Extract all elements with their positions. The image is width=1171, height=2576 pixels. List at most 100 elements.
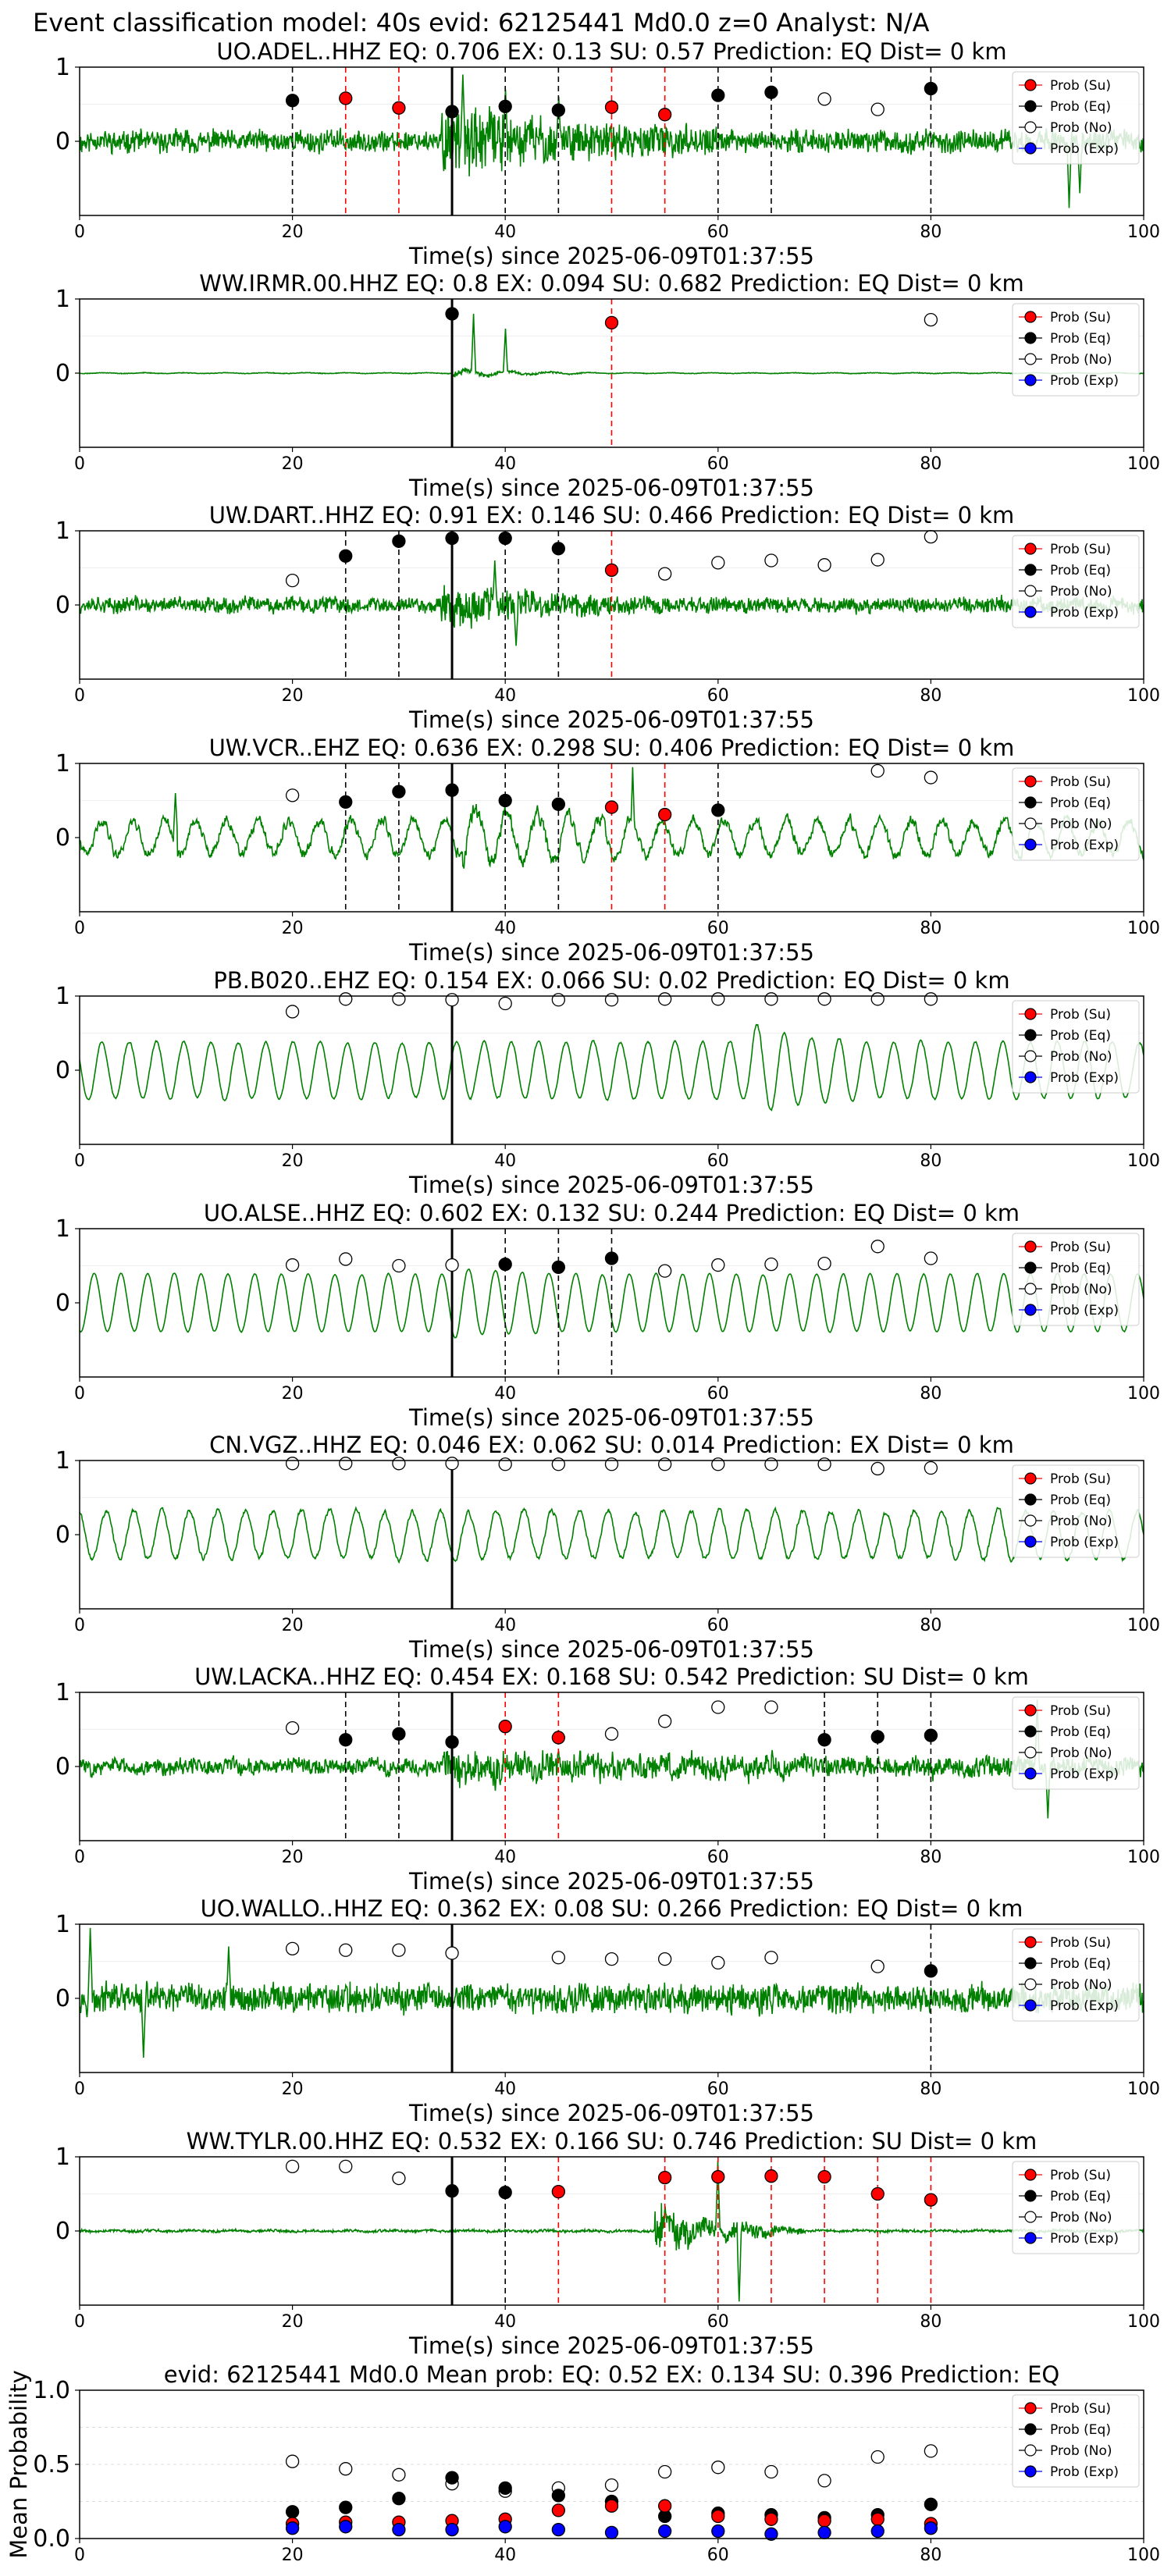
x-tick-label: 100 xyxy=(1127,686,1160,706)
legend-box xyxy=(1012,1928,1140,2022)
prob-point-no xyxy=(711,2460,725,2475)
legend-marker-no xyxy=(1024,2211,1037,2223)
waveform-trace xyxy=(80,1506,1144,1564)
x-tick-label: 0 xyxy=(74,2312,85,2332)
legend-marker-eq xyxy=(1024,1493,1037,1506)
chart-panel-7: CN.VGZ..HHZ EQ: 0.046 EX: 0.062 SU: 0.01… xyxy=(55,1432,1160,1663)
prob-point-eq xyxy=(392,534,406,548)
prob-point-no xyxy=(285,574,300,588)
figure-suptitle: Event classification model: 40s evid: 62… xyxy=(33,8,930,37)
x-axis-label: Time(s) since 2025-06-09T01:37:55 xyxy=(408,706,814,733)
x-tick-label: 40 xyxy=(494,1151,516,1171)
prob-point-su xyxy=(604,800,619,814)
prob-point-no xyxy=(551,1457,565,1471)
prob-point-no xyxy=(285,1457,300,1471)
prob-point-exp xyxy=(445,2522,459,2537)
prob-point-no xyxy=(711,1700,725,1714)
prob-point-no xyxy=(870,2450,884,2464)
legend-label-no: Prob (No) xyxy=(1050,1049,1112,1065)
prob-point-su xyxy=(764,2512,778,2526)
x-tick-label: 60 xyxy=(707,919,729,938)
legend-label-exp: Prob (Exp) xyxy=(1050,1070,1119,1086)
panel-title: CN.VGZ..HHZ EQ: 0.046 EX: 0.062 SU: 0.01… xyxy=(209,1432,1014,1458)
legend-marker-eq xyxy=(1024,2190,1037,2202)
prob-point-eq xyxy=(551,1260,565,1275)
prob-point-eq xyxy=(924,2497,938,2511)
prob-point-eq xyxy=(445,105,459,119)
x-axis-label: Time(s) since 2025-06-09T01:37:55 xyxy=(408,2100,814,2126)
legend-marker-su xyxy=(1024,543,1037,555)
prob-point-eq xyxy=(551,542,565,556)
legend: Prob (Su) Prob (Eq) Prob (No) Prob (Exp) xyxy=(1012,1928,1140,2022)
legend-label-no: Prob (No) xyxy=(1050,2443,1112,2459)
x-tick-label: 40 xyxy=(494,222,516,242)
x-tick-label: 80 xyxy=(920,454,941,474)
prob-point-eq xyxy=(392,1727,406,1741)
panel-title: UO.ADEL..HHZ EQ: 0.706 EX: 0.13 SU: 0.57… xyxy=(216,38,1006,65)
prob-point-no xyxy=(551,993,565,1007)
legend-label-su: Prob (Su) xyxy=(1050,310,1111,326)
chart-panel-3: UW.DART..HHZ EQ: 0.91 EX: 0.146 SU: 0.46… xyxy=(55,502,1160,733)
prob-point-no xyxy=(604,1952,619,1966)
legend-label-su: Prob (Su) xyxy=(1050,1240,1111,1255)
chart-panel-6: UO.ALSE..HHZ EQ: 0.602 EX: 0.132 SU: 0.2… xyxy=(55,1200,1160,1431)
legend-marker-no xyxy=(1024,1514,1037,1527)
prob-point-eq xyxy=(817,1733,831,1747)
prob-point-no xyxy=(924,1251,938,1265)
prob-point-su xyxy=(711,2169,725,2184)
prob-point-eq xyxy=(924,81,938,96)
prob-point-no xyxy=(445,1457,459,1471)
prob-point-no xyxy=(870,1461,884,1476)
legend-label-exp: Prob (Exp) xyxy=(1050,1998,1119,2014)
prob-point-exp xyxy=(551,2522,565,2537)
prob-point-no xyxy=(658,992,672,1006)
prob-point-no xyxy=(445,993,459,1007)
prob-point-no xyxy=(924,770,938,785)
prob-point-no xyxy=(604,2478,619,2492)
x-tick-label: 100 xyxy=(1127,2080,1160,2099)
x-tick-label: 60 xyxy=(707,1384,729,1404)
x-tick-label: 0 xyxy=(74,454,85,474)
prob-point-eq xyxy=(498,2481,512,2496)
prob-point-no xyxy=(339,1457,353,1471)
prob-point-no xyxy=(285,1941,300,1956)
legend-marker-exp xyxy=(1024,1304,1037,1316)
x-tick-label: 0 xyxy=(74,1384,85,1404)
x-tick-label: 40 xyxy=(494,1616,516,1635)
x-tick-label: 80 xyxy=(920,1616,941,1635)
prob-point-no xyxy=(764,1700,778,1714)
legend-marker-exp xyxy=(1024,1999,1037,2012)
legend-label-su: Prob (Su) xyxy=(1050,78,1111,94)
prob-point-su xyxy=(604,315,619,330)
prob-point-su xyxy=(924,2193,938,2207)
x-axis-label: Time(s) since 2025-06-09T01:37:55 xyxy=(408,1636,814,1663)
legend-marker-exp xyxy=(1024,838,1037,851)
y-tick-label: 0 xyxy=(55,1521,70,1549)
legend-box xyxy=(1012,1696,1140,1790)
x-tick-label: 20 xyxy=(282,1616,304,1635)
prob-point-eq xyxy=(339,795,353,809)
legend-marker-su xyxy=(1024,2169,1037,2181)
legend-marker-exp xyxy=(1024,606,1037,618)
x-tick-label: 0 xyxy=(74,2080,85,2099)
prob-point-eq xyxy=(339,549,353,563)
x-tick-label: 40 xyxy=(494,454,516,474)
legend: Prob (Su) Prob (Eq) Prob (No) Prob (Exp) xyxy=(1012,71,1140,165)
x-tick-label: 100 xyxy=(1127,1616,1160,1635)
legend-label-su: Prob (Su) xyxy=(1050,1703,1111,1719)
legend: Prob (Su) Prob (Eq) Prob (No) Prob (Exp) xyxy=(1012,1000,1140,1094)
legend-marker-su xyxy=(1024,79,1037,91)
legend-label-exp: Prob (Exp) xyxy=(1050,2464,1119,2480)
y-tick-label: 1 xyxy=(55,750,70,777)
legend-box xyxy=(1012,535,1140,628)
legend-marker-su xyxy=(1024,1704,1037,1717)
legend-marker-no xyxy=(1024,1978,1037,1991)
legend-label-eq: Prob (Eq) xyxy=(1050,1028,1111,1044)
legend-marker-eq xyxy=(1024,1725,1037,1738)
prob-point-su xyxy=(870,2512,884,2526)
legend-marker-no xyxy=(1024,585,1037,597)
prob-point-eq xyxy=(551,797,565,811)
chart-panel-10: WW.TYLR.00.HHZ EQ: 0.532 EX: 0.166 SU: 0… xyxy=(55,2128,1160,2359)
prob-point-su xyxy=(604,2499,619,2513)
